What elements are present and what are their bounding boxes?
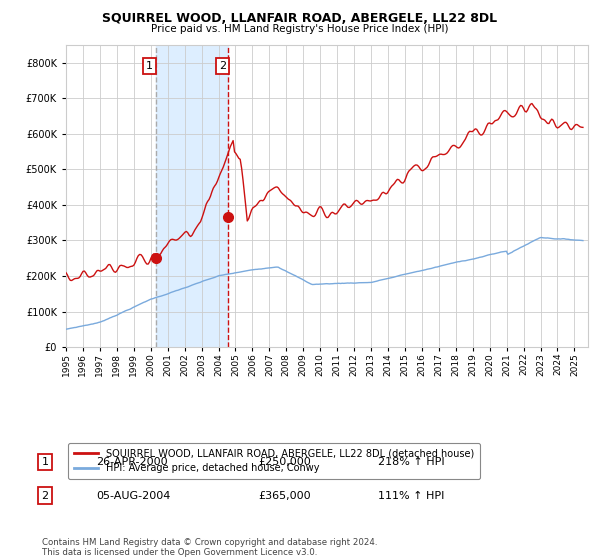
Text: 1: 1 (41, 457, 49, 467)
Text: 05-AUG-2004: 05-AUG-2004 (96, 491, 170, 501)
Text: 218% ↑ HPI: 218% ↑ HPI (378, 457, 445, 467)
Text: Contains HM Land Registry data © Crown copyright and database right 2024.
This d: Contains HM Land Registry data © Crown c… (42, 538, 377, 557)
Text: 111% ↑ HPI: 111% ↑ HPI (378, 491, 445, 501)
Text: 26-APR-2000: 26-APR-2000 (96, 457, 167, 467)
Text: 2: 2 (219, 61, 226, 71)
Legend: SQUIRREL WOOD, LLANFAIR ROAD, ABERGELE, LL22 8DL (detached house), HPI: Average : SQUIRREL WOOD, LLANFAIR ROAD, ABERGELE, … (68, 443, 480, 479)
Text: Price paid vs. HM Land Registry's House Price Index (HPI): Price paid vs. HM Land Registry's House … (151, 24, 449, 34)
Bar (155, 45, 229, 347)
Text: 1: 1 (146, 61, 153, 71)
Text: 2: 2 (41, 491, 49, 501)
Text: SQUIRREL WOOD, LLANFAIR ROAD, ABERGELE, LL22 8DL: SQUIRREL WOOD, LLANFAIR ROAD, ABERGELE, … (103, 12, 497, 25)
Text: £250,000: £250,000 (258, 457, 311, 467)
Text: £365,000: £365,000 (258, 491, 311, 501)
